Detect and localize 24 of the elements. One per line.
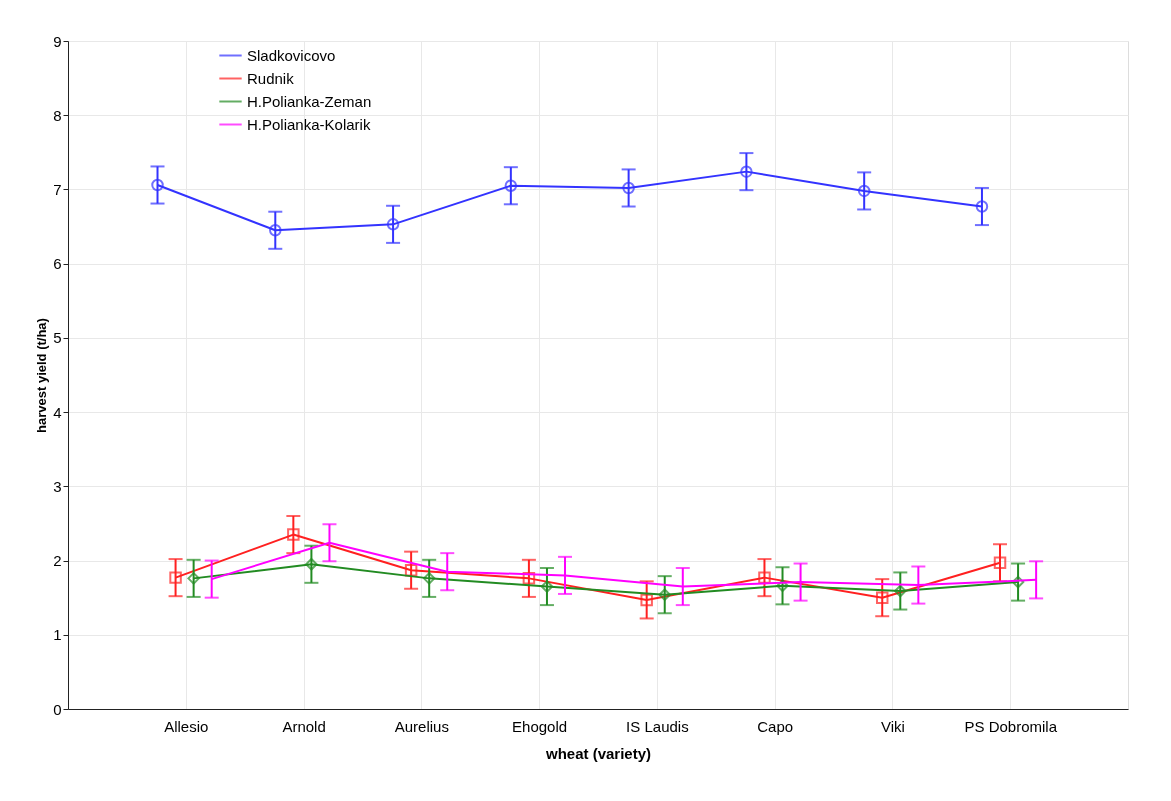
x-tick-label: PS Dobromila (964, 717, 1058, 735)
legend-label: Sladkovicovo (247, 46, 336, 64)
x-tick-label: Aurelius (394, 717, 449, 735)
x-tick-label: Arnold (282, 717, 326, 735)
x-tick-label: Capo (757, 717, 794, 735)
y-tick-label: 2 (53, 552, 62, 570)
y-tick-label: 8 (53, 106, 62, 124)
x-tick-label: Viki (880, 717, 905, 735)
y-axis-title: harvest yield (t/ha) (34, 318, 50, 433)
x-tick-label: IS Laudis (626, 717, 689, 735)
y-tick-label: 4 (53, 403, 62, 421)
x-axis-title: wheat (variety) (544, 744, 652, 762)
x-tick-label: Allesio (164, 717, 209, 735)
y-tick-label: 5 (53, 329, 62, 347)
y-tick-label: 0 (53, 700, 62, 718)
legend-label: H.Polianka-Kolarik (247, 115, 371, 133)
y-tick-label: 7 (53, 180, 62, 198)
y-tick-label: 3 (53, 477, 62, 495)
y-tick-label: 1 (53, 626, 62, 644)
legend-label: Rudnik (247, 69, 295, 87)
y-tick-label: 9 (53, 32, 62, 50)
y-tick-label: 6 (53, 255, 62, 273)
x-tick-label: Ehogold (512, 717, 568, 735)
legend-label: H.Polianka-Zeman (247, 92, 372, 110)
